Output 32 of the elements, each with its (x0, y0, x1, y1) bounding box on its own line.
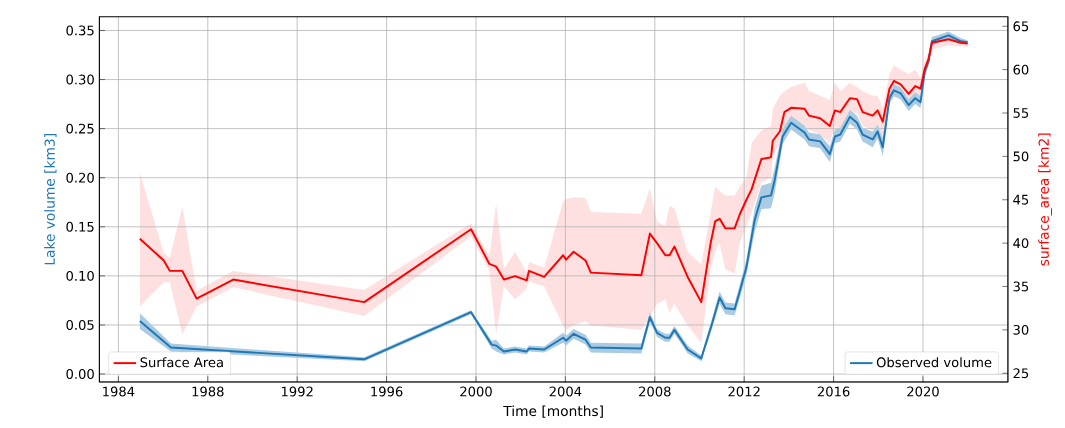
y-tick-label: 0.15 (66, 221, 94, 232)
x-tick-label: 1996 (371, 386, 403, 397)
x-tick-label: 1984 (103, 386, 135, 397)
y2-tick-label: 55 (1013, 108, 1029, 118)
y-tick-label: 0.35 (66, 25, 94, 36)
y-tick-label: 0.30 (66, 74, 94, 85)
y-axis-title: Lake volume [km3] (44, 134, 57, 265)
y2-tick-label: 30 (1013, 324, 1029, 335)
x-tick-label: 2008 (639, 386, 671, 397)
y-tick-label: 0.05 (66, 319, 94, 330)
y2-tick-label: 35 (1013, 281, 1029, 292)
y2-tick-label: 40 (1013, 238, 1029, 249)
legend-label: Observed volume (876, 357, 992, 368)
y2-axis-title: surface_area [km2] (1038, 133, 1052, 266)
y2-tick-label: 60 (1013, 64, 1029, 75)
x-tick-label: 1992 (281, 386, 313, 397)
x-tick-label: 2012 (728, 386, 760, 397)
legend-label: Surface Area (140, 357, 223, 368)
y-tick-label: 0.25 (66, 123, 94, 134)
y2-tick-label: 25 (1013, 368, 1029, 379)
y2-tick-label: 45 (1013, 194, 1029, 205)
y-tick-label: 0.20 (66, 172, 94, 183)
y2-tick-label: 50 (1013, 151, 1029, 162)
x-tick-label: 2004 (549, 386, 582, 397)
x-tick-label: 1988 (192, 386, 224, 397)
y2-tick-label: 65 (1013, 21, 1029, 32)
y-tick-label: 0.10 (66, 270, 94, 281)
x-tick-label: 2016 (817, 386, 850, 397)
x-axis-title: Time [months] (503, 405, 603, 418)
x-tick-label: 2020 (907, 386, 939, 397)
y-tick-label: 0.00 (66, 369, 94, 379)
x-tick-label: 2000 (460, 386, 492, 397)
